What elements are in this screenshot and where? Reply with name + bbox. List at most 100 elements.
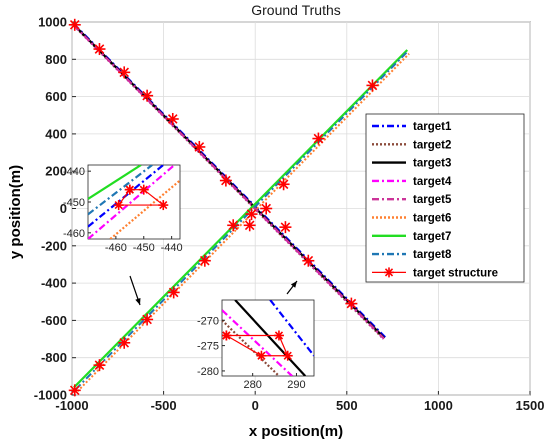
y-tick-label: -200 (41, 238, 67, 253)
inset-x-tick-label: -460 (105, 242, 127, 254)
structure-marker-stroke (384, 268, 394, 277)
structure-marker (93, 359, 106, 372)
structure-marker-stroke (200, 255, 210, 266)
structure-marker (141, 89, 154, 102)
series-line-target7 (73, 49, 409, 389)
inset-structure-marker (273, 330, 284, 341)
y-tick-label: -1000 (34, 388, 67, 403)
structure-marker (260, 202, 273, 215)
series-line-target6 (76, 53, 410, 392)
inset-structure-marker (158, 200, 169, 211)
zoom-arrow-head (290, 281, 297, 288)
inset-series-line (88, 165, 153, 216)
inset-y-tick-label: -450 (63, 197, 85, 209)
structure-marker (302, 254, 315, 267)
inset-content (222, 300, 314, 376)
structure-marker-stroke (303, 255, 314, 266)
zoom-arrow-head (135, 298, 141, 305)
legend-label: target1 (413, 121, 452, 133)
legend-label: target4 (413, 176, 452, 188)
structure-marker (166, 112, 179, 125)
inset-series-line (234, 300, 307, 376)
structure-marker-stroke (159, 200, 168, 210)
structure-marker (193, 140, 206, 153)
structure-marker (68, 384, 81, 397)
inset-y-tick-label: -440 (63, 166, 85, 178)
structure-marker-stroke (125, 185, 134, 194)
structure-marker-stroke (94, 44, 105, 54)
inset-structure-marker (222, 330, 232, 341)
inset-structure-marker (138, 184, 149, 195)
inset-x-tick-label: 280 (243, 379, 261, 391)
x-axis-label: x position(m) (249, 423, 343, 440)
legend-label: target structure (413, 267, 498, 279)
y-tick-label: -400 (41, 276, 67, 291)
structure-marker-stroke (367, 80, 378, 91)
structure-marker (198, 254, 211, 267)
inset-y-tick-label: -280 (197, 366, 219, 378)
structure-marker (93, 43, 106, 56)
structure-marker-stroke (278, 179, 289, 190)
y-tick-label: 400 (45, 126, 67, 141)
structure-marker-stroke (280, 222, 291, 232)
y-axis-label: y position(m) (7, 165, 24, 259)
structure-marker-stroke (114, 200, 123, 210)
structure-marker-stroke (244, 220, 255, 231)
inset-x-tick-label: -440 (161, 242, 183, 254)
inset-series-line (269, 300, 314, 357)
inset-x-tick-label: 290 (287, 379, 305, 391)
structure-marker (312, 132, 325, 145)
structure-marker-stroke (221, 175, 231, 186)
structure-marker (167, 286, 180, 299)
structure-marker-stroke (283, 351, 292, 360)
structure-marker-stroke (94, 360, 105, 370)
legend-label: target6 (413, 213, 451, 225)
structure-marker (219, 174, 232, 187)
legend-label: target5 (413, 194, 452, 206)
x-tick-label: 0 (252, 398, 259, 413)
y-tick-label: 1000 (38, 15, 67, 30)
inset-right: 280 290 -270 -275 -280 (197, 299, 315, 391)
structure-marker-stroke (119, 337, 130, 348)
x-tick-label: -1000 (55, 398, 88, 413)
structure-marker (68, 18, 81, 31)
structure-marker-stroke (228, 220, 239, 231)
x-tick-label: 1500 (516, 398, 545, 413)
y-tick-label: 200 (45, 164, 67, 179)
inset-series-line (88, 165, 176, 239)
structure-marker (277, 178, 290, 191)
x-tick-label: 500 (336, 398, 358, 413)
y-tick-label: -800 (41, 350, 67, 365)
inset-y-tick-label: -270 (197, 315, 219, 327)
x-tick-label: -500 (151, 398, 177, 413)
structure-marker (141, 313, 154, 326)
inset-structure-marker (256, 350, 267, 361)
inset-series-line (109, 179, 180, 239)
inset-series-line (222, 309, 293, 376)
series-line-target8 (74, 50, 409, 391)
structure-marker-stroke (167, 114, 178, 124)
structure-marker-stroke (69, 19, 80, 30)
x-tick-label: 1000 (424, 398, 453, 413)
inset-structure-marker (282, 350, 293, 361)
structure-marker-stroke (346, 298, 357, 309)
structure-marker-stroke (246, 209, 257, 219)
structure-marker-stroke (142, 90, 152, 101)
structure-marker (279, 221, 292, 234)
y-tick-label: 0 (60, 201, 67, 216)
y-tick-label: 800 (45, 52, 67, 67)
structure-marker (118, 336, 131, 349)
structure-marker (118, 66, 131, 79)
zoom-arrow (286, 280, 298, 295)
legend-label: target3 (413, 158, 451, 170)
structure-marker-stroke (261, 203, 272, 214)
structure-marker-stroke (142, 314, 152, 325)
legend-structure-marker (384, 267, 394, 278)
legend-label: target7 (413, 231, 451, 243)
legend-label: target2 (413, 139, 451, 151)
legend-label: target8 (413, 249, 452, 261)
inset-y-tick-label: -460 (63, 228, 85, 240)
chart-title: Ground Truths (251, 2, 341, 18)
structure-marker-stroke (313, 133, 324, 144)
